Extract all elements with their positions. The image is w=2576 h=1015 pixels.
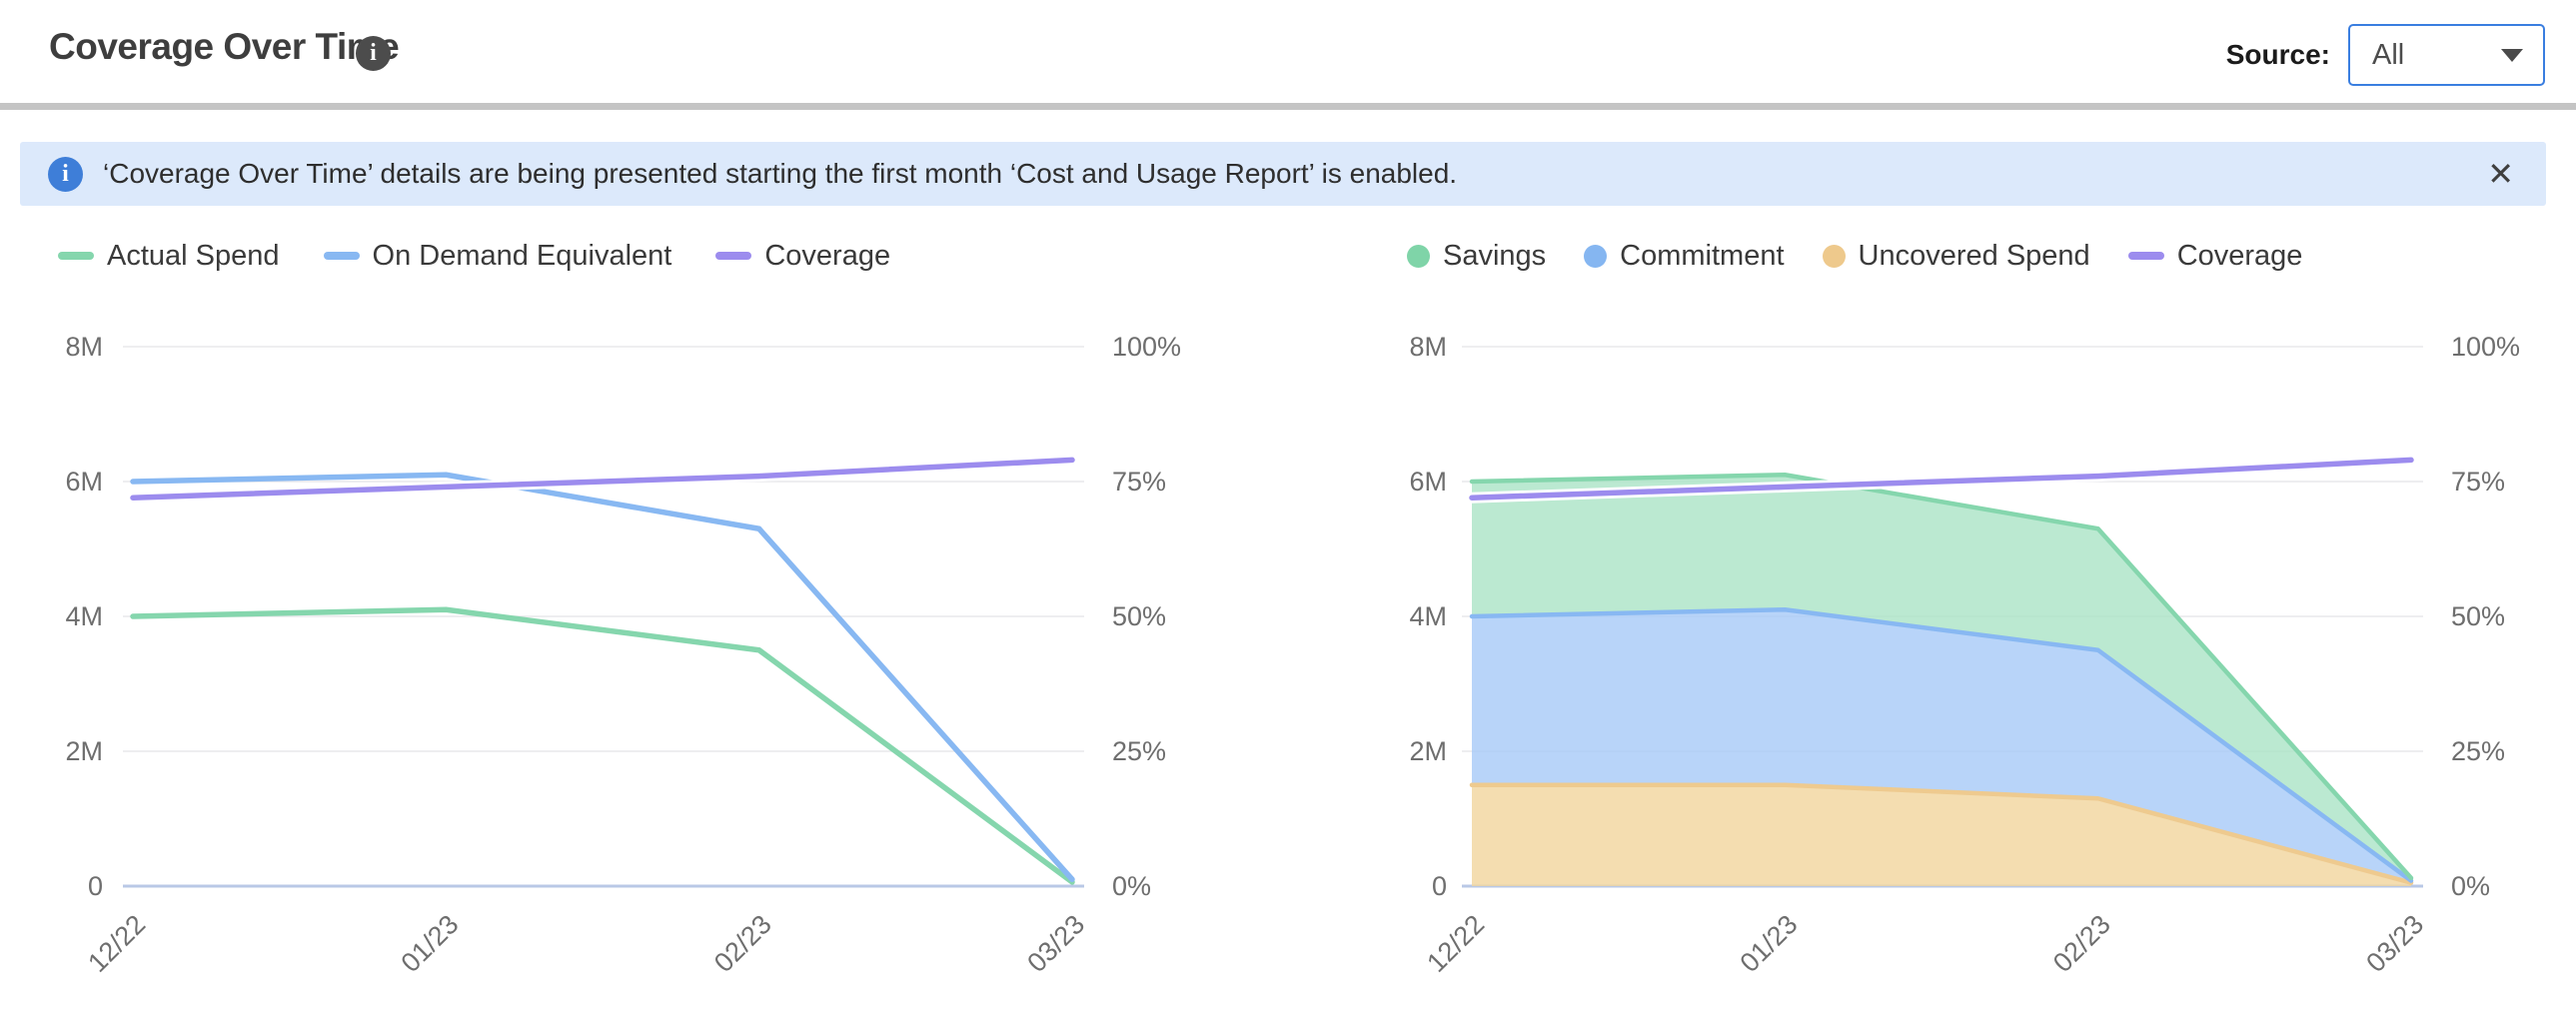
series-actual-spend — [130, 606, 1075, 885]
legend-item-coverage[interactable]: Coverage — [715, 240, 890, 273]
area-chart-legend: Savings Commitment Uncovered Spend Coverage — [1407, 238, 2302, 274]
legend-swatch-dash — [58, 252, 94, 260]
svg-text:6M: 6M — [1409, 467, 1447, 497]
series-coverage — [127, 454, 1078, 504]
legend-label: Coverage — [764, 239, 891, 272]
svg-text:4M: 4M — [65, 601, 103, 631]
svg-text:75%: 75% — [2451, 467, 2505, 497]
legend-label: Savings — [1443, 239, 1547, 272]
source-label: Source: — [2225, 39, 2330, 70]
info-icon-glyph: i — [370, 40, 377, 66]
legend-item-actual-spend[interactable]: Actual Spend — [58, 240, 280, 273]
stack-edges — [1469, 473, 2414, 885]
svg-text:2M: 2M — [65, 736, 103, 766]
area-uncovered-spend — [1472, 784, 2411, 886]
legend-item-uncovered-spend[interactable]: Uncovered Spend — [1822, 239, 2090, 273]
svg-text:25%: 25% — [1112, 736, 1166, 766]
area-savings — [1472, 475, 2411, 881]
source-filter: Source: All — [2226, 22, 2545, 88]
legend-swatch-circle — [1407, 244, 1430, 268]
header-divider — [0, 103, 2576, 110]
info-banner: i ‘Coverage Over Time’ details are being… — [20, 142, 2546, 206]
banner-info-icon-glyph: i — [62, 160, 69, 187]
svg-text:0: 0 — [88, 871, 103, 901]
svg-text:2M: 2M — [1409, 736, 1447, 766]
legend-label: Coverage — [2176, 239, 2303, 272]
legend-label: Actual Spend — [107, 239, 280, 272]
banner-info-icon: i — [48, 156, 83, 192]
source-dropdown-value: All — [2372, 38, 2405, 71]
svg-text:100%: 100% — [2451, 332, 2520, 362]
svg-text:50%: 50% — [2451, 601, 2505, 631]
legend-label: Uncovered Spend — [1858, 239, 2090, 272]
svg-text:75%: 75% — [1112, 467, 1166, 497]
svg-text:8M: 8M — [65, 332, 103, 362]
series-on-demand-equivalent — [130, 472, 1075, 882]
source-dropdown[interactable]: All — [2348, 24, 2545, 86]
svg-text:0%: 0% — [1112, 871, 1151, 901]
line-chart-legend: Actual Spend On Demand Equivalent Coverage — [58, 238, 890, 274]
grid-and-axes: 0 2M 4M 6M 8M 0% 25% 50% 75% 100% 12/22 01/23 02/23 0… — [65, 332, 1181, 978]
svg-text:03/23: 03/23 — [2360, 909, 2429, 978]
svg-text:01/23: 01/23 — [396, 909, 465, 978]
area-commitment — [1472, 609, 2411, 883]
svg-text:12/22: 12/22 — [82, 909, 151, 978]
caret-down-icon — [2501, 48, 2523, 62]
legend-swatch-dash — [323, 252, 360, 260]
info-icon[interactable]: i — [356, 36, 391, 71]
legend-swatch-dash — [715, 252, 752, 260]
close-icon[interactable]: ✕ — [2481, 142, 2520, 206]
svg-text:6M: 6M — [65, 467, 103, 497]
legend-item-commitment[interactable]: Commitment — [1584, 239, 1785, 273]
series-coverage — [1466, 454, 2417, 504]
legend-item-coverage[interactable]: Coverage — [2127, 239, 2303, 273]
legend-item-savings[interactable]: Savings — [1407, 240, 1546, 273]
svg-text:8M: 8M — [1409, 332, 1447, 362]
legend-label: On Demand Equivalent — [372, 239, 672, 272]
svg-text:0%: 0% — [2451, 871, 2490, 901]
svg-text:25%: 25% — [2451, 736, 2505, 766]
legend-item-on-demand-equivalent[interactable]: On Demand Equivalent — [323, 239, 672, 273]
legend-swatch-dash — [2127, 252, 2164, 260]
stacked-fills — [1472, 475, 2411, 886]
page-title: Coverage Over Time — [49, 26, 400, 67]
coverage-area-chart: 0 2M 4M 6M 8M 0% 25% 50% 75% 100% 12/22 01/23 02/23 0… — [1409, 332, 2520, 978]
svg-text:02/23: 02/23 — [2047, 909, 2116, 978]
svg-text:12/22: 12/22 — [1421, 909, 1490, 978]
svg-text:50%: 50% — [1112, 601, 1166, 631]
legend-label: Commitment — [1620, 239, 1785, 272]
coverage-line-chart: 0 2M 4M 6M 8M 0% 25% 50% 75% 100% 12/22 01/23 02/23 0… — [65, 332, 1181, 978]
legend-swatch-circle — [1822, 244, 1846, 268]
svg-text:02/23: 02/23 — [708, 909, 777, 978]
svg-text:100%: 100% — [1112, 332, 1181, 362]
svg-text:03/23: 03/23 — [1021, 909, 1090, 978]
banner-text: ‘Coverage Over Time’ details are being p… — [103, 158, 1458, 189]
svg-text:0: 0 — [1432, 871, 1447, 901]
svg-text:01/23: 01/23 — [1735, 909, 1804, 978]
svg-text:4M: 4M — [1409, 601, 1447, 631]
legend-swatch-circle — [1584, 244, 1608, 268]
